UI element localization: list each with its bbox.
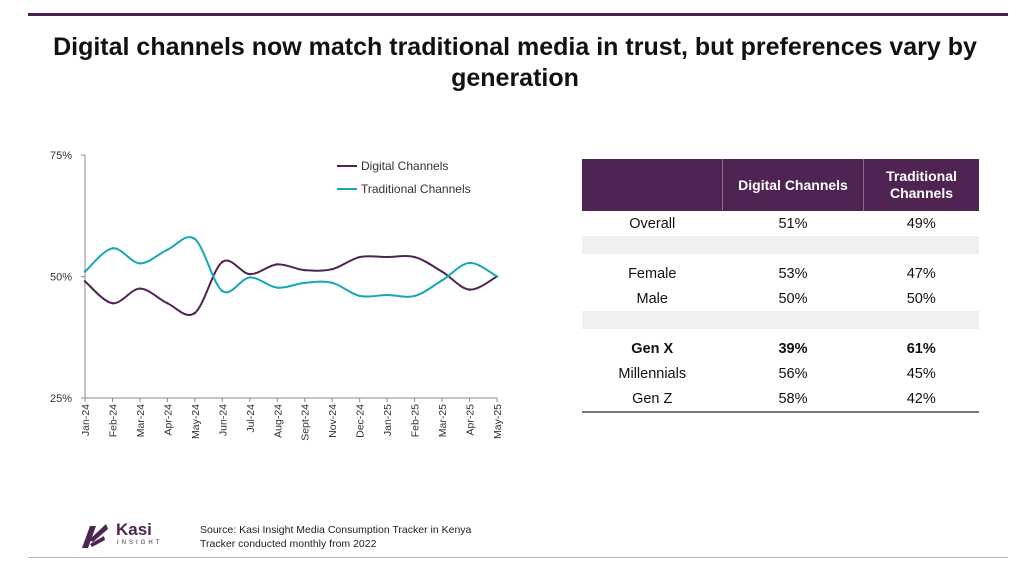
x-tick-label: Aug-24 [272, 404, 284, 438]
digital-value: 53% [778, 265, 808, 282]
traditional-channels-point [440, 279, 444, 282]
traditional-channels-point [138, 262, 142, 265]
digital-value: 50% [778, 290, 808, 307]
trend-line-chart: 75% 50% 25% Jan-24 Feb-24 Mar-24 Apr-24 May-24 J… [50, 150, 504, 441]
traditional-channels-point [358, 294, 361, 298]
digital-channels-point [303, 268, 306, 272]
table-spacer-row [582, 329, 979, 336]
digital-channels-point [358, 255, 361, 259]
digital-channels-point [138, 287, 142, 290]
digital-channels-point [248, 272, 251, 276]
table-row: Gen Z 58% 42% [582, 386, 979, 413]
y-tick-label: 25% [50, 393, 72, 405]
traditional-value: 50% [906, 290, 936, 307]
table-row: Overall 51% 49% [582, 211, 979, 236]
table-row: Gen X 39% 61% [582, 336, 979, 361]
x-tick-label: May-24 [190, 404, 202, 439]
table-header-blank [582, 159, 723, 211]
digital-value: 58% [722, 386, 864, 413]
traditional-value: 49% [906, 215, 936, 232]
x-tick-label: Jan-24 [80, 404, 92, 436]
logo-subtext: INSIGHT [117, 540, 163, 546]
x-tick-label: May-25 [492, 404, 504, 439]
traditional-channels-point [83, 270, 87, 273]
digital-channels-point [468, 288, 471, 291]
traditional-value: 42% [863, 386, 979, 413]
digital-channels-point [83, 280, 87, 283]
traditional-channels-point [385, 293, 389, 297]
digital-channels-point [221, 260, 224, 264]
table-row: Millennials 56% 45% [582, 361, 979, 386]
x-tick-label: Jul-24 [245, 404, 257, 433]
digital-channels-point [276, 263, 279, 266]
top-rule [28, 13, 1008, 16]
traditional-channels-point [303, 281, 306, 285]
traditional-channels-point [331, 281, 334, 285]
row-label: Millennials [618, 365, 687, 382]
row-label: Gen X [631, 340, 674, 357]
x-tick-label: Jun-24 [217, 404, 229, 436]
traditional-channels-point [221, 289, 224, 293]
digital-channels-point [440, 270, 444, 273]
digital-channels-line [84, 254, 498, 316]
digital-value: 39% [778, 340, 808, 357]
table-header-traditional: Traditional Channels [863, 159, 979, 211]
x-tick-label: Nov-24 [327, 404, 339, 438]
traditional-channels-point [495, 275, 499, 278]
x-tick-label: Jan-25 [382, 404, 394, 436]
digital-value: 51% [778, 215, 808, 232]
logo-wordmark: Kasi [116, 520, 152, 539]
traditional-value: 45% [906, 365, 936, 382]
table-gap-row [582, 236, 979, 254]
x-tick-label: Dec-24 [355, 404, 367, 438]
traditional-channels-point [193, 237, 197, 241]
traditional-value: 61% [906, 340, 936, 357]
row-label: Female [628, 265, 677, 282]
y-tick-label: 50% [50, 272, 72, 284]
source-line-1: Source: Kasi Insight Media Consumption T… [200, 524, 472, 536]
x-tick-label: Apr-25 [465, 404, 477, 436]
digital-channels-point [166, 302, 169, 305]
row-label: Male [636, 290, 668, 307]
x-tick-label: Apr-24 [162, 404, 174, 436]
row-label: Overall [629, 215, 676, 232]
traditional-channels-point [413, 294, 416, 298]
x-tick-label: Sept-24 [300, 404, 312, 441]
digital-channels-point [413, 255, 416, 259]
x-tick-label: Feb-25 [410, 404, 422, 437]
x-tick-label: Mar-25 [437, 404, 449, 437]
traditional-channels-line [84, 236, 498, 298]
logo-mark-icon [82, 524, 108, 548]
digital-channels-point [331, 268, 334, 271]
traditional-channels-point [468, 261, 471, 265]
page-title: Digital channels now match traditional m… [53, 33, 977, 92]
traditional-channels-point [276, 286, 279, 289]
table-header-digital: Digital Channels [722, 159, 864, 211]
digital-value: 56% [778, 365, 808, 382]
x-tick-label: Mar-24 [135, 404, 147, 437]
source-line-2: Tracker conducted monthly from 2022 [200, 538, 377, 550]
digital-channels-point [193, 311, 197, 315]
table-row: Male 50% 50% [582, 286, 979, 311]
source-note: Source: Kasi Insight Media Consumption T… [200, 523, 471, 551]
table-row: Female 53% 47% [582, 261, 979, 286]
table-header-row: Digital Channels Traditional Channels [582, 159, 979, 211]
kasi-logo: Kasi INSIGHT [80, 520, 190, 552]
x-tick-label: Feb-24 [107, 404, 119, 437]
digital-channels-point [111, 302, 114, 305]
bottom-rule [28, 557, 1008, 558]
digital-channels-point [385, 255, 389, 259]
table-gap-row [582, 311, 979, 329]
y-tick-label: 75% [50, 150, 72, 162]
traditional-value: 47% [906, 265, 936, 282]
traditional-channels-point [111, 247, 114, 250]
legend-digital: Digital Channels [361, 159, 448, 173]
trust-table: Digital Channels Traditional Channels Ov… [582, 159, 979, 413]
traditional-channels-point [248, 276, 251, 279]
legend-traditional: Traditional Channels [361, 182, 471, 196]
traditional-channels-point [166, 248, 169, 251]
row-label: Gen Z [582, 386, 723, 413]
table-spacer-row [582, 254, 979, 261]
